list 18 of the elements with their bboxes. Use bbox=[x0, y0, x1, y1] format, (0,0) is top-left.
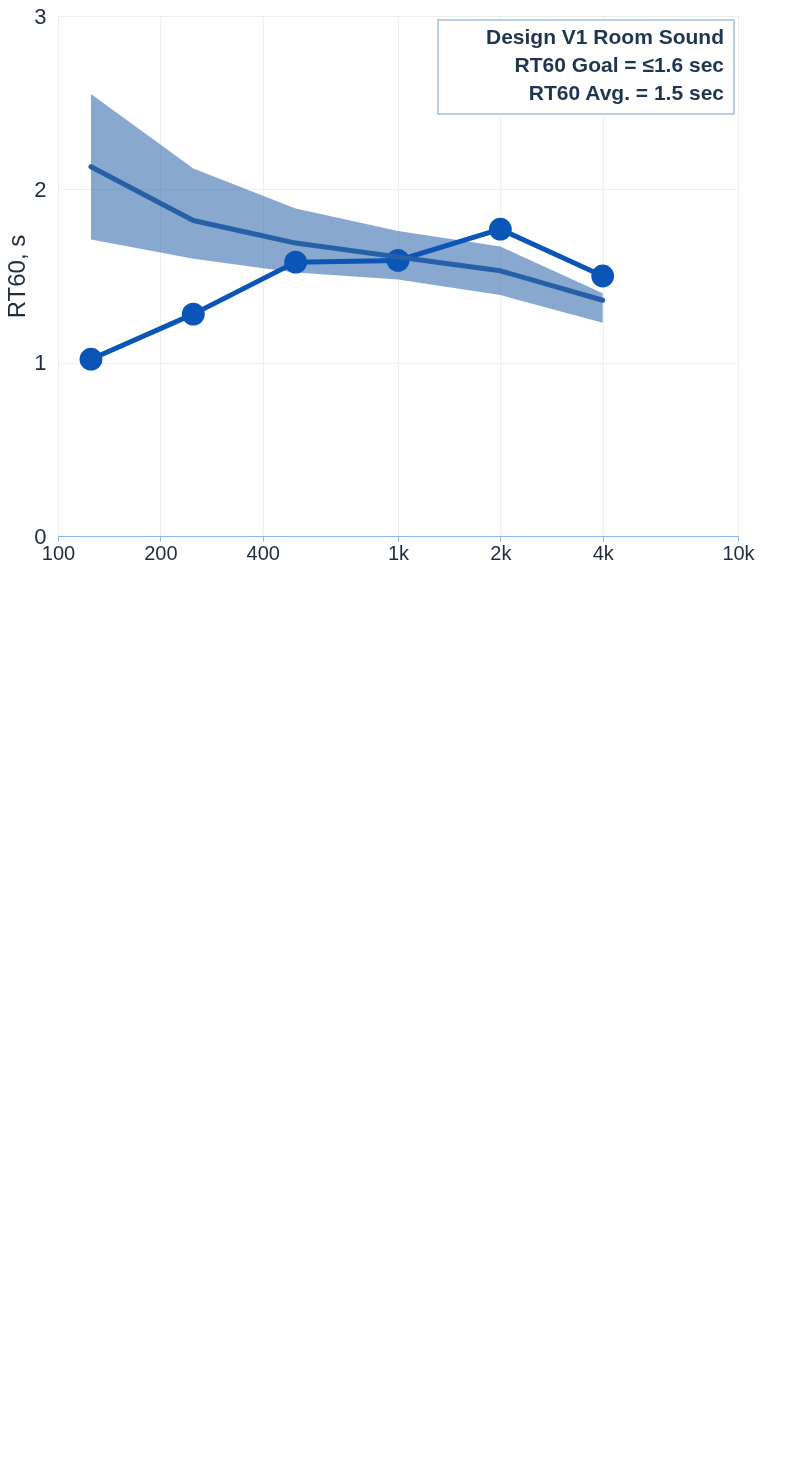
annotation: RT60 Goal = ≤1.6 sec bbox=[514, 53, 725, 76]
x-tick-label: 200 bbox=[144, 541, 178, 564]
y-tick-label: 3 bbox=[34, 3, 47, 29]
point bbox=[181, 302, 205, 326]
x-tick-label: 400 bbox=[246, 541, 280, 564]
y-tick-label: 1 bbox=[34, 350, 47, 376]
x-tick-label: 1k bbox=[387, 541, 411, 564]
x-tick-label: 10k bbox=[722, 541, 756, 564]
annotation: Design V1 Room Sound bbox=[485, 25, 724, 48]
y-tick-label: 2 bbox=[34, 176, 47, 202]
point bbox=[591, 264, 615, 288]
point bbox=[284, 250, 308, 274]
x-tick-label: 4k bbox=[592, 541, 615, 564]
y-axis-title: RT60, s bbox=[3, 234, 31, 319]
annotation: RT60 Avg. = 1.5 sec bbox=[528, 81, 725, 104]
x-tick-label: 2k bbox=[490, 541, 513, 564]
point bbox=[79, 347, 103, 371]
point bbox=[488, 217, 512, 241]
